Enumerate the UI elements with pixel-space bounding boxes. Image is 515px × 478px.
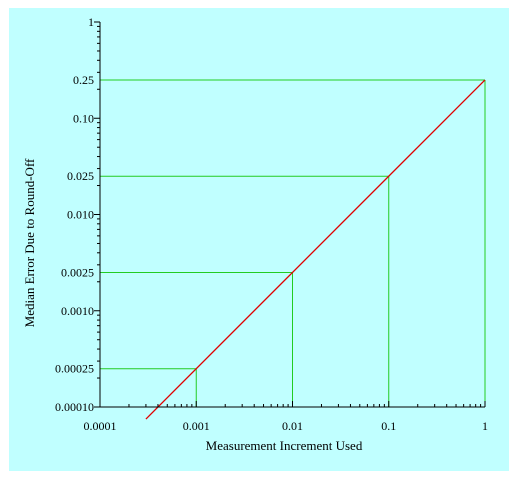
x-tick-label: 0.0001 xyxy=(84,419,117,433)
y-tick-label: 0.10 xyxy=(73,111,94,125)
y-tick-label: 0.025 xyxy=(67,169,94,183)
y-tick-label: 0.0025 xyxy=(61,265,94,279)
y-tick-label: 0.0010 xyxy=(61,304,94,318)
x-tick-label: 0.001 xyxy=(183,419,210,433)
chart-background xyxy=(9,8,509,471)
x-tick-label: 1 xyxy=(482,419,488,433)
series-line-0 xyxy=(145,79,486,420)
y-tick-label: 0.00010 xyxy=(55,400,94,414)
y-tick-label: 0.00025 xyxy=(55,362,94,376)
series-lines xyxy=(145,79,486,420)
y-tick-label: 1 xyxy=(88,15,94,29)
axes: 0.0001 0.001 0.01 0.1 1 0.00010 0.00025 0.0010 0… xyxy=(55,15,488,433)
y-tick-label: 0.010 xyxy=(67,208,94,222)
x-axis-label: Measurement Increment Used xyxy=(206,438,363,453)
y-axis-label: Median Error Due to Round-Off xyxy=(22,158,37,327)
reference-lines xyxy=(100,79,486,407)
y-tick-label: 0.25 xyxy=(73,73,94,87)
x-tick-label: 0.1 xyxy=(381,419,396,433)
x-tick-label: 0.01 xyxy=(282,419,303,433)
